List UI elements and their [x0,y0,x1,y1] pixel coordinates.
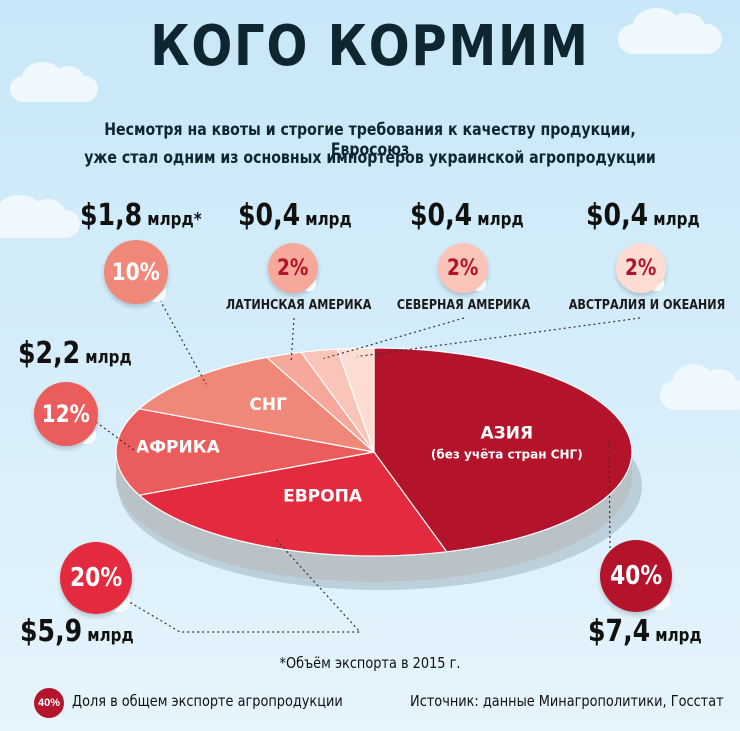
pie-slice [115,408,375,496]
percent-badge-africa: 12% [34,382,98,446]
leader-line [608,438,611,549]
slice-label: ЕВРОПА [283,487,363,507]
pie-slice [373,347,633,553]
percent-badge-europe: 20% [60,542,132,614]
legend-text: Доля в общем экспорте агропродукции [72,692,343,710]
value-label-australia: $0,4 млрд [586,198,700,233]
slice-label: АЗИЯ [481,423,534,443]
slice-label: СНГ [249,395,287,415]
percent-badge-north-america: 2% [438,243,488,293]
leader-line [125,538,362,633]
value-label-europe: $5,9 млрд [20,614,134,649]
percent-badge-australia: 2% [616,243,666,293]
footnote: *Объём экспорта в 2015 г. [279,654,461,672]
pie-slice [137,356,377,453]
region-label-australia: АВСТРАЛИЯ И ОКЕАНИЯ [568,298,726,313]
subtitle-line-2: уже стал одним из основных импортёров ук… [84,148,656,168]
subtitle-line-1: Несмотря на квоты и строгие требования к… [104,120,636,160]
page-title: КОГО КОРМИМ [150,14,590,79]
region-label-latin-america: ЛАТИНСКАЯ АМЕРИКА [225,298,372,313]
slice-label: АФРИКА [136,438,221,458]
pie-slice [336,347,375,453]
slice-sublabel: (без учёта стран СНГ) [431,447,583,461]
legend-badge: 40% [34,688,64,718]
value-label-africa: $2,2 млрд [18,336,132,371]
leader-line [95,421,137,453]
percent-badge-cis: 10% [104,240,168,304]
cloud-decoration [10,61,98,102]
leader-line [159,299,207,385]
percent-badge-asia: 40% [600,540,672,612]
value-label-latin-america: $0,4 млрд [238,198,352,233]
source-note: Источник: данные Минагрополитики, Госста… [410,692,724,710]
value-label-cis: $1,8 млрд* [80,198,202,233]
leader-line [323,317,465,360]
cloud-decoration [660,363,740,410]
cloud-decoration [0,194,80,238]
pie-slice [137,451,448,557]
value-label-asia: $7,4 млрд [588,614,702,649]
value-label-north-america: $0,4 млрд [410,198,524,233]
region-label-north-america: СЕВЕРНАЯ АМЕРИКА [396,298,531,313]
percent-badge-latin-america: 2% [268,243,318,293]
cloud-decoration [618,7,722,54]
